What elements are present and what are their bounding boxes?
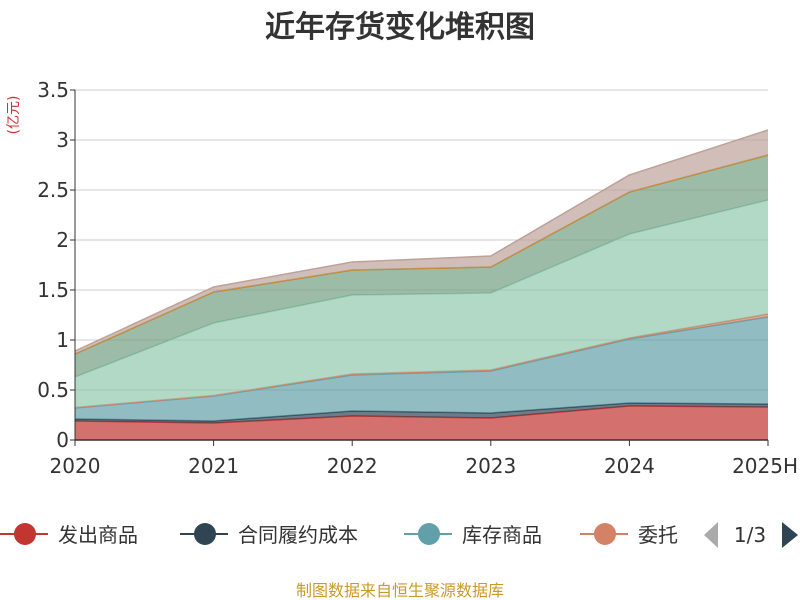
y-tick-label: 0.5 bbox=[37, 378, 69, 402]
legend-label: 合同履约成本 bbox=[238, 523, 358, 547]
x-tick-labels: 2020 2021 2022 2023 2024 2025H bbox=[50, 440, 798, 478]
x-tick-label: 2024 bbox=[604, 454, 655, 478]
legend-item[interactable]: 委托 bbox=[580, 523, 678, 547]
legend-item[interactable]: 发出商品 bbox=[0, 523, 138, 547]
source-note: 制图数据来自恒生聚源数据库 bbox=[296, 581, 504, 600]
legend-marker-icon bbox=[194, 523, 216, 545]
legend-pager: 1/3 bbox=[704, 522, 798, 548]
area-series-line bbox=[74, 129, 769, 352]
area-series bbox=[75, 155, 768, 377]
legend-label: 委托 bbox=[638, 523, 678, 547]
y-tick-label: 0 bbox=[56, 428, 69, 452]
x-tick-label: 2021 bbox=[188, 454, 239, 478]
y-axis-unit-label: (亿元) bbox=[6, 96, 22, 135]
legend-marker-icon bbox=[14, 523, 36, 545]
legend: 发出商品 合同履约成本 库存商品 委托 bbox=[0, 523, 678, 547]
area-series bbox=[75, 406, 768, 440]
y-tick-label: 1.5 bbox=[37, 278, 69, 302]
legend-prev-arrow-icon[interactable] bbox=[704, 522, 718, 548]
legend-page-indicator: 1/3 bbox=[734, 523, 766, 547]
y-tick-label: 3.5 bbox=[37, 78, 69, 102]
x-tick-label: 2020 bbox=[50, 454, 101, 478]
chart-title: 近年存货变化堆积图 bbox=[265, 10, 535, 45]
legend-marker-icon bbox=[594, 523, 616, 545]
legend-marker-icon bbox=[418, 523, 440, 545]
legend-item[interactable]: 库存商品 bbox=[404, 523, 542, 547]
area-series bbox=[75, 200, 768, 408]
legend-label: 库存商品 bbox=[462, 523, 542, 547]
area-series bbox=[75, 403, 768, 423]
y-tick-label: 1 bbox=[56, 328, 69, 352]
y-tick-label: 3 bbox=[56, 128, 69, 152]
y-tick-label: 2.5 bbox=[37, 178, 69, 202]
y-tick-label: 2 bbox=[56, 228, 69, 252]
legend-label: 发出商品 bbox=[58, 523, 138, 547]
y-tick-labels: 0 0.5 1 1.5 2 2.5 3 3.5 bbox=[37, 78, 75, 452]
x-tick-label: 2023 bbox=[465, 454, 516, 478]
area-series bbox=[75, 317, 768, 421]
x-tick-label: 2025H bbox=[732, 454, 798, 478]
area-series-group bbox=[74, 129, 769, 440]
legend-item[interactable]: 合同履约成本 bbox=[180, 523, 358, 547]
legend-next-arrow-icon[interactable] bbox=[782, 522, 798, 548]
axes bbox=[74, 90, 768, 441]
x-tick-label: 2022 bbox=[327, 454, 378, 478]
